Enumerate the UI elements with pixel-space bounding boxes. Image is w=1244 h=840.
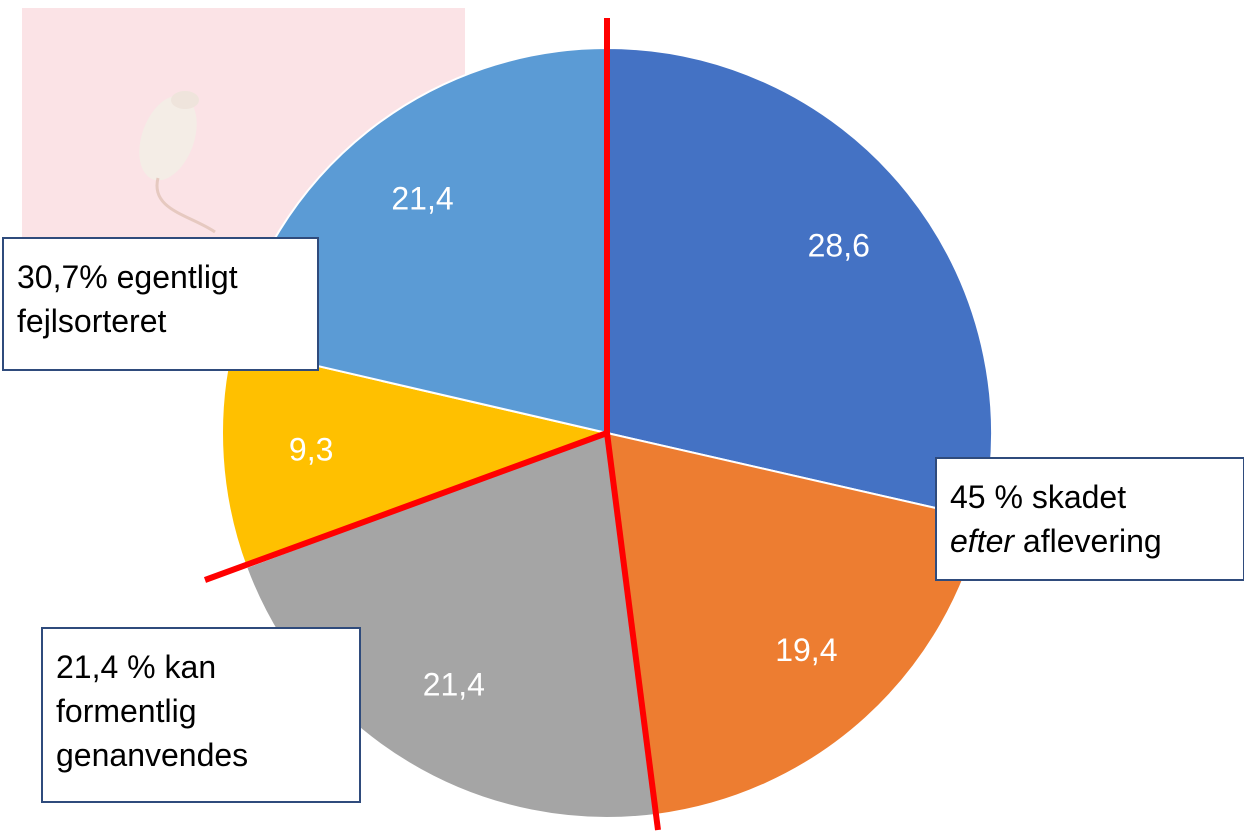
- annotation-text: fejlsorteret: [17, 303, 167, 339]
- annotation-text: efter aflevering: [950, 523, 1162, 559]
- annotation-text: formentlig: [56, 693, 197, 729]
- annotation-text: 45 % skadet: [950, 479, 1126, 515]
- annotation-text: 21,4 % kan: [56, 649, 216, 685]
- annotation-part: fejlsorteret: [17, 303, 167, 339]
- value-label: 9,3: [289, 432, 333, 468]
- annotation-part: efter: [950, 523, 1015, 559]
- value-label: 19,4: [775, 632, 837, 668]
- annotation-part: 45 % skadet: [950, 479, 1126, 515]
- value-label: 28,6: [808, 228, 870, 264]
- annotation-box: [936, 458, 1244, 580]
- annotation-part: genanvendes: [56, 737, 248, 773]
- annotation-text: genanvendes: [56, 737, 248, 773]
- annotation-part: aflevering: [1014, 523, 1162, 559]
- annotation-text: 30,7% egentligt: [17, 259, 238, 295]
- annotation-part: 30,7% egentligt: [17, 259, 238, 295]
- value-label: 21,4: [423, 666, 485, 702]
- annotation-part: 21,4 % kan: [56, 649, 216, 685]
- annotation-part: formentlig: [56, 693, 197, 729]
- value-label: 21,4: [391, 180, 453, 216]
- chart: 28,6 19,4 21,4 9,3 21,4 30,7% egentligt fejls…: [0, 0, 1244, 840]
